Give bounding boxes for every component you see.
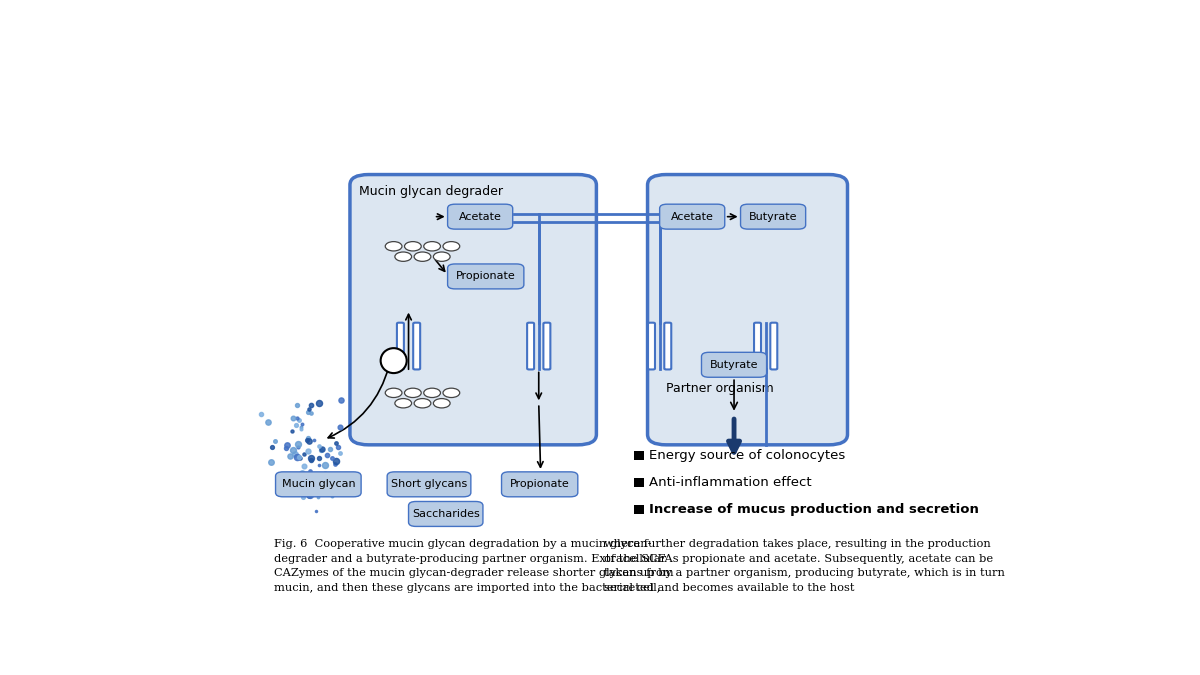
Text: Saccharides: Saccharides — [412, 509, 480, 519]
Text: Propionate: Propionate — [456, 271, 516, 281]
FancyBboxPatch shape — [648, 323, 655, 369]
FancyBboxPatch shape — [665, 323, 671, 369]
FancyBboxPatch shape — [660, 204, 725, 229]
Text: Butyrate: Butyrate — [749, 212, 797, 221]
FancyBboxPatch shape — [754, 323, 761, 369]
Circle shape — [395, 398, 412, 408]
FancyBboxPatch shape — [350, 175, 596, 445]
FancyBboxPatch shape — [702, 352, 767, 377]
Text: Short glycans: Short glycans — [391, 479, 467, 489]
Circle shape — [404, 242, 421, 251]
FancyBboxPatch shape — [413, 323, 420, 369]
Text: Mucin glycan degrader: Mucin glycan degrader — [359, 185, 503, 198]
Circle shape — [385, 388, 402, 398]
FancyBboxPatch shape — [527, 323, 534, 369]
FancyBboxPatch shape — [648, 175, 847, 445]
FancyBboxPatch shape — [502, 472, 578, 497]
FancyBboxPatch shape — [448, 204, 512, 229]
Text: Increase of mucus production and secretion: Increase of mucus production and secreti… — [649, 503, 979, 516]
Text: Propionate: Propionate — [510, 479, 570, 489]
FancyBboxPatch shape — [397, 323, 404, 369]
Circle shape — [385, 242, 402, 251]
Text: Butyrate: Butyrate — [709, 360, 758, 370]
Circle shape — [395, 252, 412, 261]
FancyBboxPatch shape — [388, 472, 470, 497]
Text: where further degradation takes place, resulting in the production
of the SCFAs : where further degradation takes place, r… — [604, 539, 1004, 593]
Bar — [634, 478, 644, 487]
Text: Partner organism: Partner organism — [666, 383, 774, 396]
Text: Acetate: Acetate — [671, 212, 714, 221]
Circle shape — [424, 388, 440, 398]
Circle shape — [433, 252, 450, 261]
FancyBboxPatch shape — [408, 502, 482, 526]
Ellipse shape — [380, 348, 407, 373]
FancyBboxPatch shape — [544, 323, 551, 369]
FancyBboxPatch shape — [276, 472, 361, 497]
Text: Acetate: Acetate — [458, 212, 502, 221]
Circle shape — [414, 252, 431, 261]
Circle shape — [414, 398, 431, 408]
FancyBboxPatch shape — [740, 204, 805, 229]
FancyBboxPatch shape — [448, 264, 524, 289]
Circle shape — [424, 242, 440, 251]
Bar — [634, 505, 644, 514]
Text: Anti-inflammation effect: Anti-inflammation effect — [649, 476, 812, 489]
Circle shape — [443, 242, 460, 251]
Circle shape — [433, 398, 450, 408]
Bar — [634, 450, 644, 460]
Text: Mucin glycan: Mucin glycan — [282, 479, 355, 489]
Circle shape — [443, 388, 460, 398]
Text: Fig. 6  Cooperative mucin glycan degradation by a mucin glycan-
degrader and a b: Fig. 6 Cooperative mucin glycan degradat… — [274, 539, 673, 593]
Circle shape — [404, 388, 421, 398]
FancyBboxPatch shape — [770, 323, 778, 369]
Text: Energy source of colonocytes: Energy source of colonocytes — [649, 449, 846, 462]
